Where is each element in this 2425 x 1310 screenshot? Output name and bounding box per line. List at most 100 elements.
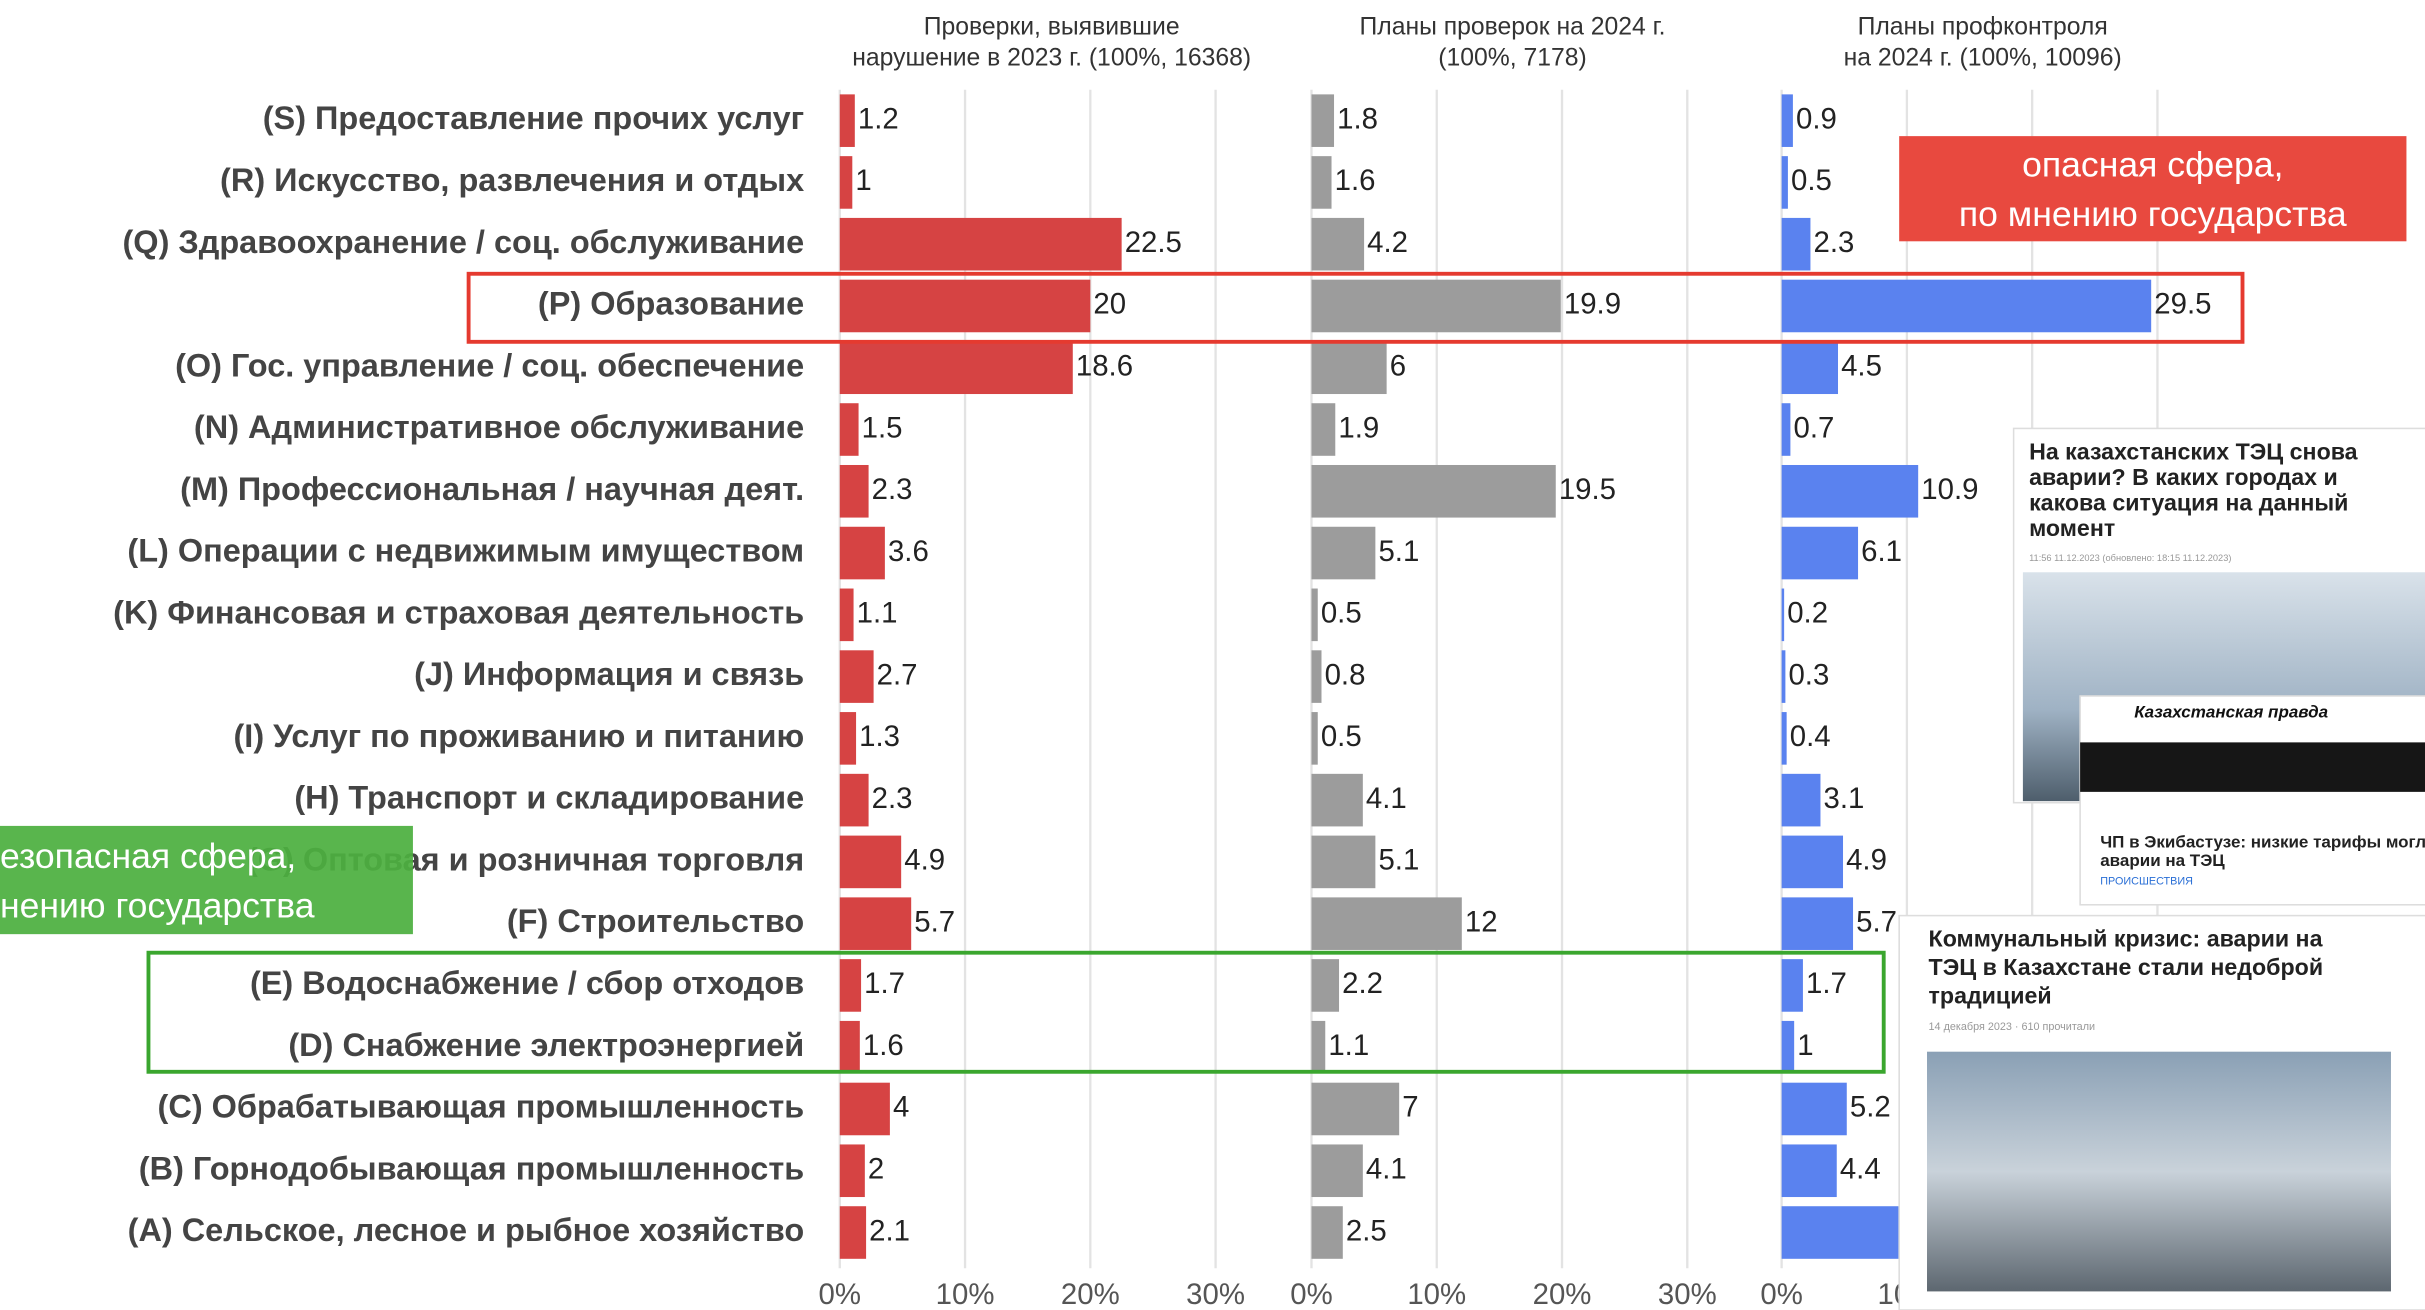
- value-label: 4.4: [1840, 1153, 1881, 1186]
- news-title: традицией: [1929, 983, 2052, 1009]
- value-label: 0.8: [1325, 658, 1366, 691]
- panel-title: на 2024 г. (100%, 10096): [1844, 44, 2122, 71]
- annotation-text: опасная сфера,: [2022, 144, 2283, 184]
- value-label: 2.3: [872, 782, 913, 815]
- value-label: 1.7: [1806, 967, 1847, 1000]
- value-label: 19.5: [1559, 473, 1616, 506]
- bar: [840, 774, 869, 827]
- bar: [840, 836, 901, 889]
- bar: [1782, 94, 1793, 147]
- value-label: 0.5: [1321, 720, 1362, 753]
- value-label: 19.9: [1564, 288, 1621, 321]
- value-label: 6.1: [1861, 535, 1902, 568]
- x-tick-label: 30%: [1186, 1278, 1245, 1310]
- bar: [1782, 836, 1843, 889]
- x-tick-label: 30%: [1658, 1278, 1717, 1310]
- bar: [1311, 836, 1375, 889]
- panel-title: Планы профконтроля: [1858, 13, 2108, 40]
- news-meta: 14 декабря 2023 · 610 прочитали: [1929, 1021, 2096, 1033]
- bar: [1311, 1021, 1325, 1074]
- bars: (S) Предоставление прочих услуг(R) Искус…: [113, 94, 2211, 1258]
- value-label: 12: [1465, 905, 1498, 938]
- value-label: 2.7: [877, 658, 918, 691]
- bar: [840, 280, 1091, 333]
- value-label: 1: [1797, 1029, 1813, 1062]
- bar: [1782, 589, 1785, 642]
- bar: [1782, 1144, 1837, 1197]
- bar: [1311, 341, 1386, 394]
- value-label: 1.9: [1338, 411, 1379, 444]
- value-label: 1.3: [859, 720, 900, 753]
- value-label: 4.9: [904, 844, 945, 877]
- panel-title: Планы проверок на 2024 г.: [1359, 13, 1665, 40]
- value-label: 0.4: [1790, 720, 1831, 753]
- value-label: 0.5: [1321, 597, 1362, 630]
- bar: [840, 94, 855, 147]
- x-tick-label: 10%: [936, 1278, 995, 1310]
- value-label: 1.7: [864, 967, 905, 1000]
- bar: [1782, 1021, 1795, 1074]
- bar: [1311, 774, 1362, 827]
- news-title: аварии на ТЭЦ: [2100, 851, 2225, 870]
- value-label: 0.3: [1788, 658, 1829, 691]
- bar: [1311, 1206, 1342, 1259]
- panel-title: Проверки, выявившие: [924, 13, 1180, 40]
- news-card: [2080, 696, 2425, 905]
- bar: [840, 1021, 860, 1074]
- bar: [840, 341, 1073, 394]
- value-label: 1.6: [1335, 164, 1376, 197]
- news-title: какова ситуация на данный: [2029, 489, 2348, 515]
- value-label: 2.5: [1346, 1214, 1387, 1247]
- value-label: 1: [855, 164, 871, 197]
- bar: [1782, 959, 1803, 1012]
- value-label: 4.9: [1846, 844, 1887, 877]
- value-label: 1.2: [858, 102, 899, 135]
- bar: [1311, 156, 1331, 209]
- value-label: 5.1: [1378, 535, 1419, 568]
- value-label: 0.2: [1787, 597, 1828, 630]
- value-label: 2: [868, 1153, 884, 1186]
- category-label: (O) Гос. управление / соц. обеспечение: [175, 347, 804, 383]
- category-label: (D) Снабжение электроэнергией: [288, 1027, 804, 1063]
- x-tick-label: 0%: [1290, 1278, 1332, 1310]
- bar: [1782, 341, 1838, 394]
- panel-title: (100%, 7178): [1438, 44, 1587, 71]
- bar: [1311, 589, 1317, 642]
- value-label: 10.9: [1921, 473, 1978, 506]
- bar: [840, 403, 859, 456]
- category-label: (A) Сельское, лесное и рыбное хозяйство: [128, 1212, 805, 1248]
- news-photo: [1927, 1052, 2391, 1292]
- bar: [840, 712, 856, 765]
- bar: [1311, 897, 1461, 950]
- bar: [1782, 650, 1786, 703]
- value-label: 4.1: [1366, 1153, 1407, 1186]
- news-title: аварии? В каких городах и: [2029, 464, 2338, 490]
- category-label: (N) Административное обслуживание: [194, 409, 804, 445]
- bar: [1782, 218, 1811, 271]
- category-label: (M) Профессиональная / научная деят.: [180, 471, 804, 507]
- bar: [1311, 465, 1555, 518]
- annotation-text: по мнению государства: [1959, 194, 2347, 234]
- bar: [1782, 774, 1821, 827]
- bar: [1782, 465, 1919, 518]
- value-label: 4.5: [1841, 350, 1882, 383]
- bar: [840, 156, 853, 209]
- bar: [1311, 94, 1334, 147]
- bar: [1782, 403, 1791, 456]
- value-label: 4: [893, 1091, 909, 1124]
- value-label: 4.2: [1367, 226, 1408, 259]
- bar: [1311, 218, 1364, 271]
- category-label: (F) Строительство: [507, 903, 804, 939]
- bar: [840, 1144, 865, 1197]
- chart: 0%10%20%30%Проверки, выявившиенарушение …: [0, 0, 2425, 1310]
- value-label: 3.6: [888, 535, 929, 568]
- value-label: 2.2: [1342, 967, 1383, 1000]
- category-label: (Q) Здравоохранение / соц. обслуживание: [123, 224, 805, 260]
- bar: [840, 527, 885, 580]
- bar: [840, 959, 861, 1012]
- news-title: Коммунальный кризис: аварии на: [1929, 925, 2324, 951]
- value-label: 1.1: [857, 597, 898, 630]
- value-label: 0.9: [1796, 102, 1837, 135]
- value-label: 3.1: [1824, 782, 1865, 815]
- news-band: [2080, 742, 2425, 791]
